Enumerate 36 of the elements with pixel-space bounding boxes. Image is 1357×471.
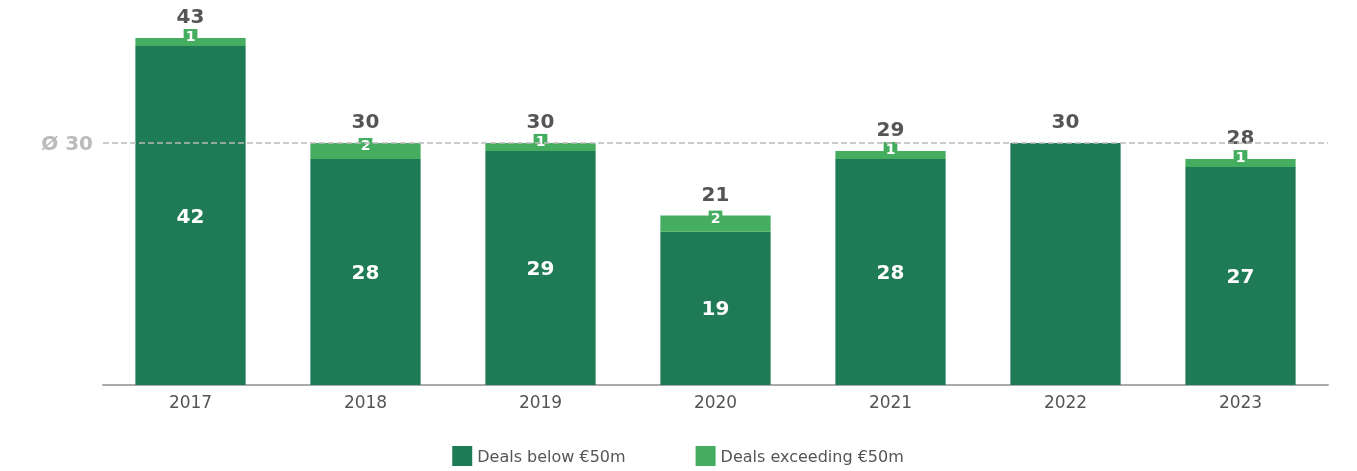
total-label: 29 <box>876 116 905 141</box>
x-tick-label: 2020 <box>693 391 738 412</box>
data-label: 2 <box>360 136 371 153</box>
total-label: 30 <box>351 108 380 133</box>
total-label: 30 <box>1051 108 1080 133</box>
data-label: 1 <box>885 141 896 158</box>
data-label: 1 <box>535 132 546 149</box>
bar <box>310 159 421 385</box>
total-label: 43 <box>176 4 205 28</box>
data-label: 28 <box>876 260 905 285</box>
x-tick-label: 2021 <box>868 391 913 412</box>
total-label: 30 <box>526 108 555 133</box>
data-label: 42 <box>176 203 205 228</box>
legend-label: Deals below €50m <box>477 446 626 466</box>
data-label: 1 <box>185 28 196 45</box>
ref-line-label: Ø 30 <box>41 130 93 155</box>
x-tick-label: 2023 <box>1218 391 1263 412</box>
bar <box>660 231 771 385</box>
data-label: 1 <box>1235 149 1246 166</box>
data-label: 28 <box>351 260 380 285</box>
data-label: 29 <box>526 255 555 280</box>
data-label: 19 <box>701 296 730 321</box>
x-tick-label: 2019 <box>518 391 563 412</box>
data-label: 27 <box>1226 264 1255 289</box>
bar <box>485 150 596 385</box>
x-tick-label: 2017 <box>168 391 213 412</box>
x-tick-label: 2018 <box>343 391 388 412</box>
bar <box>1010 142 1121 385</box>
data-label: 2 <box>710 209 721 226</box>
total-label: 21 <box>701 181 730 206</box>
bar <box>835 159 946 385</box>
total-label: 28 <box>1226 125 1255 150</box>
bar <box>135 46 246 385</box>
x-tick-label: 2022 <box>1043 391 1088 412</box>
bar <box>1185 167 1296 385</box>
legend-label: Deals exceeding €50m <box>720 446 904 466</box>
